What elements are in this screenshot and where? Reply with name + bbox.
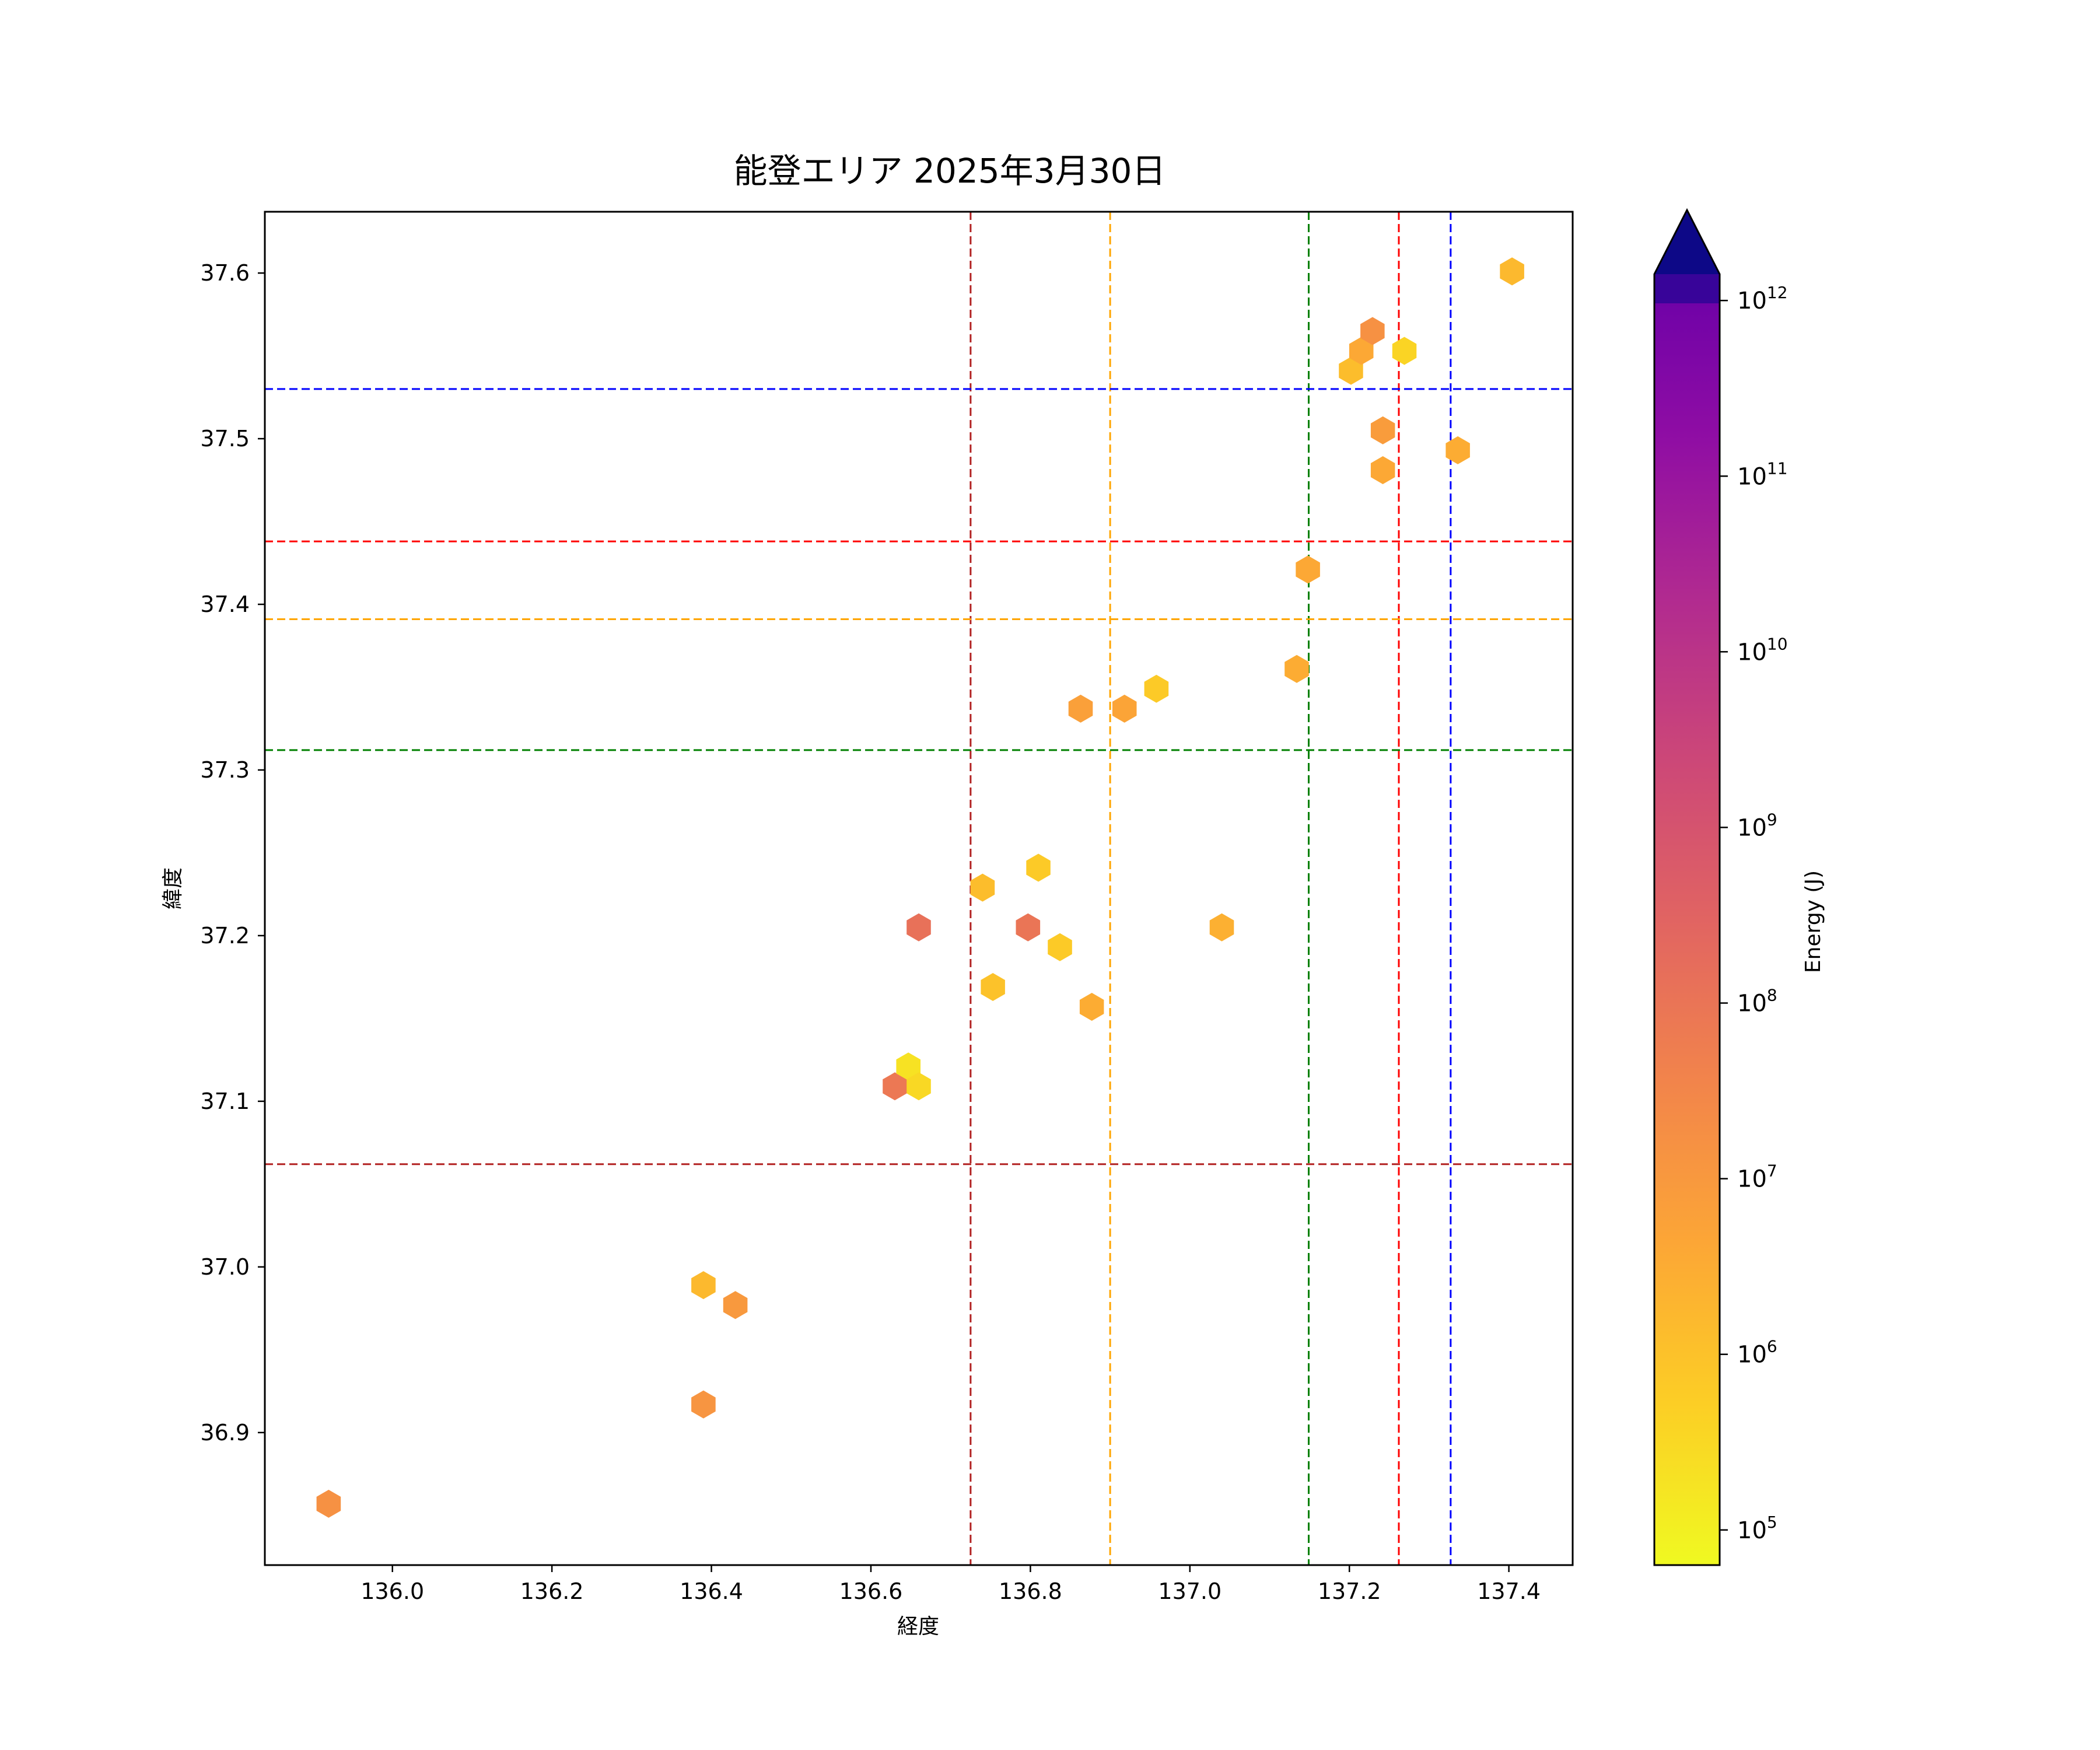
- hexbin-cell: [907, 1072, 931, 1101]
- hexbin-cell: [1079, 993, 1104, 1021]
- hexbin-cell: [1446, 436, 1470, 464]
- hexbin-cell: [1068, 694, 1093, 723]
- x-tick-label: 137.2: [1318, 1578, 1381, 1604]
- x-tick-label: 136.0: [360, 1578, 424, 1604]
- hexbin-cell: [1016, 913, 1041, 942]
- plot-frame: [264, 211, 1574, 1566]
- y-tick-label: 37.0: [200, 1254, 250, 1280]
- hexbin-cell: [883, 1072, 907, 1101]
- hexbin-cell: [1112, 694, 1137, 723]
- colorbar-tick-label: 1011: [1737, 459, 1788, 490]
- x-tick-label: 136.6: [839, 1578, 903, 1604]
- hexbin-cell: [1284, 654, 1309, 683]
- hexbin-cell: [907, 913, 931, 942]
- colorbar-gradient: [1654, 274, 1720, 1565]
- hexbin-cell: [1339, 356, 1363, 385]
- reference-lines: [265, 212, 1573, 1565]
- colorbar-extend-arrow: [1654, 210, 1720, 274]
- y-tick-label: 37.4: [200, 592, 250, 617]
- x-axis-ticks: 136.0 136.2 136.4 136.6 136.8 137.0 137.2 137.4: [360, 1565, 1541, 1604]
- hexbin-cells: [316, 257, 1524, 1518]
- y-tick-label: 37.6: [200, 260, 250, 286]
- hexbin-cell: [1349, 337, 1374, 365]
- colorbar-label: Energy (J): [1801, 870, 1825, 973]
- colorbar-tick-label: 107: [1737, 1161, 1777, 1193]
- hexbin-cell: [896, 1052, 921, 1081]
- hexbin-cell: [1209, 913, 1234, 942]
- y-tick-label: 36.9: [200, 1420, 250, 1446]
- y-tick-label: 37.2: [200, 923, 250, 949]
- colorbar-outline: [1653, 208, 1721, 1566]
- hexbin-cell: [1048, 933, 1072, 961]
- x-axis-label: 経度: [897, 1615, 939, 1639]
- plot-area: [264, 211, 1574, 1566]
- y-tick-label: 37.1: [200, 1088, 250, 1114]
- hexbin-cell: [970, 873, 995, 902]
- hexbin-cell: [316, 1489, 341, 1518]
- x-tick-label: 137.4: [1477, 1578, 1541, 1604]
- colorbar-tick-label: 105: [1737, 1513, 1777, 1544]
- x-tick-label: 136.2: [520, 1578, 584, 1604]
- y-tick-label: 37.5: [200, 426, 250, 452]
- x-tick-label: 136.4: [680, 1578, 743, 1604]
- colorbar-ticks: 105 106 107 108 109 1010 1011 1012: [1720, 283, 1788, 1544]
- colorbar-top-band: [1654, 274, 1720, 303]
- hexbin-cell: [1296, 555, 1320, 584]
- x-tick-label: 137.0: [1158, 1578, 1222, 1604]
- chart-title: 能登エリア 2025年3月30日: [734, 151, 1166, 191]
- hexbin-cell: [1500, 257, 1524, 286]
- hexbin-cell: [1392, 337, 1417, 365]
- hexbin-cell: [1370, 456, 1395, 484]
- hexbin-cell: [1360, 317, 1385, 345]
- hexbin-cell: [1026, 853, 1051, 882]
- colorbar-tick-label: 106: [1737, 1337, 1777, 1368]
- hexbin-cell: [691, 1271, 716, 1300]
- colorbar-tick-label: 108: [1737, 986, 1777, 1017]
- colorbar-tick-label: 1012: [1737, 283, 1788, 314]
- hexbin-cell: [723, 1291, 748, 1320]
- x-tick-label: 136.8: [999, 1578, 1062, 1604]
- y-tick-label: 37.3: [200, 757, 250, 783]
- colorbar-tick-label: 109: [1737, 810, 1777, 841]
- colorbar: 105 106 107 108 109 1010 1011 1012 Energy (J): [1653, 208, 1825, 1566]
- hexbin-cell: [981, 973, 1005, 1001]
- y-axis-label: 緯度: [161, 867, 185, 909]
- colorbar-tick-label: 1010: [1737, 634, 1788, 666]
- hexbin-cell: [691, 1390, 716, 1419]
- y-axis-ticks: 36.9 37.0 37.1 37.2 37.3 37.4 37.5 37.6: [200, 260, 265, 1446]
- hexbin-cell: [1370, 416, 1395, 444]
- hexbin-cell: [1144, 674, 1169, 703]
